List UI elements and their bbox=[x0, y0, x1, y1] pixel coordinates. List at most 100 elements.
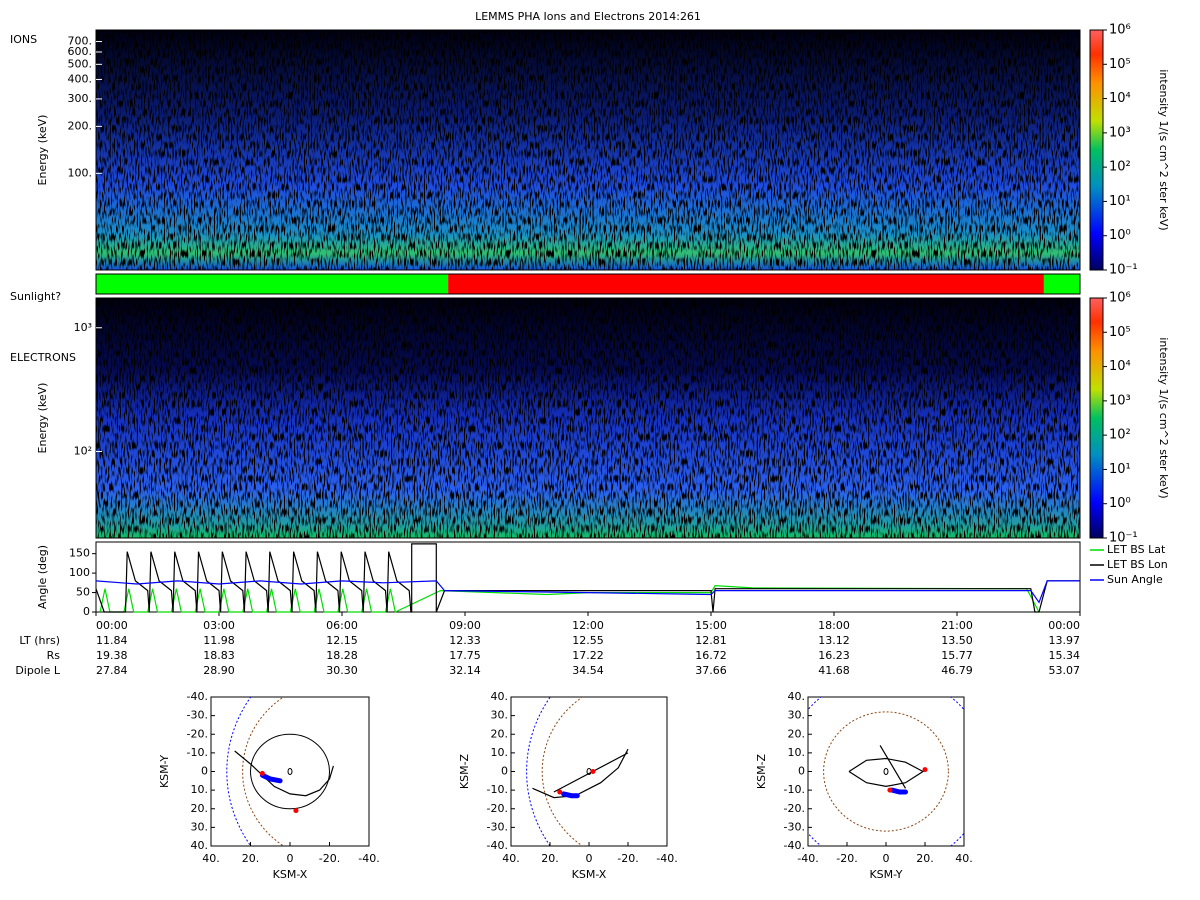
y-tick-label: 700. bbox=[68, 35, 93, 48]
x-tick-label: 0 bbox=[883, 852, 890, 865]
y-tick-label: 100 bbox=[69, 566, 90, 579]
y-tick-label: 0 bbox=[83, 605, 90, 618]
x-axis-label: KSM-X bbox=[273, 868, 308, 881]
orbit-plot bbox=[808, 697, 964, 846]
x-tick-label: -40. bbox=[656, 852, 677, 865]
y-axis-label: KSM-Z bbox=[755, 753, 768, 789]
plot-area: LEMMS PHA Ions and Electrons 2014:261 ION… bbox=[10, 10, 1170, 881]
boundary bbox=[226, 697, 252, 846]
y-tick-label: 40. bbox=[788, 690, 806, 703]
ephemeris-value: 46.79 bbox=[941, 664, 973, 677]
y-tick-label: -10. bbox=[187, 746, 208, 759]
panel-label: Sunlight? bbox=[10, 290, 61, 303]
colorbar-tick-label: 10¹ bbox=[1109, 194, 1131, 209]
ephemeris-value: 16.72 bbox=[695, 649, 727, 662]
y-tick-label: 10. bbox=[491, 746, 509, 759]
colorbar-tick-label: 10⁻¹ bbox=[1109, 531, 1138, 546]
spectrogram-noise bbox=[96, 298, 1080, 538]
y-tick-label: 100. bbox=[68, 166, 93, 179]
position-marker bbox=[590, 769, 596, 774]
y-axis-label: Energy (keV) bbox=[36, 115, 49, 186]
ephemeris-value: 34.54 bbox=[572, 664, 604, 677]
colorbar-tick-label: 10¹ bbox=[1109, 462, 1131, 477]
trajectory-highlight bbox=[259, 772, 283, 784]
x-tick-label: 06:00 bbox=[326, 619, 358, 632]
ephemeris-value: 53.07 bbox=[1049, 664, 1081, 677]
x-tick-label: 18:00 bbox=[818, 619, 850, 632]
y-tick-label: -30. bbox=[187, 709, 208, 722]
y-tick-label: -40. bbox=[784, 839, 805, 852]
y-tick-label: -20. bbox=[784, 802, 805, 815]
position-marker bbox=[887, 787, 893, 793]
ephemeris-value: 18.83 bbox=[203, 649, 235, 662]
y-tick-label: 10³ bbox=[74, 321, 92, 334]
ephemeris-value: 12.15 bbox=[326, 634, 358, 647]
position-marker bbox=[922, 767, 928, 773]
trajectory bbox=[234, 750, 334, 797]
y-tick-label: 200. bbox=[68, 119, 93, 132]
y-tick-label: -20. bbox=[187, 727, 208, 740]
y-axis-label: Angle (deg) bbox=[36, 545, 49, 609]
x-tick-label: -40. bbox=[358, 852, 379, 865]
x-tick-label: -20. bbox=[319, 852, 340, 865]
colorbar-tick-label: 10⁴ bbox=[1109, 359, 1131, 374]
colorbar-tick-label: 10³ bbox=[1109, 393, 1131, 408]
ephemeris-value: 18.28 bbox=[326, 649, 358, 662]
ephemeris-label: Dipole L bbox=[15, 664, 61, 677]
boundary bbox=[541, 697, 584, 846]
frame bbox=[807, 696, 965, 847]
colorbar-tick-label: 10⁵ bbox=[1109, 325, 1131, 340]
legend-label: LET BS Lon bbox=[1107, 558, 1168, 571]
y-tick-label: 500. bbox=[68, 57, 93, 70]
y-tick-label: 20. bbox=[191, 802, 209, 815]
x-axis-label: KSM-Y bbox=[869, 868, 902, 881]
ephemeris-value: 28.90 bbox=[203, 664, 235, 677]
colorbar-tick-label: 10⁰ bbox=[1109, 496, 1131, 511]
x-tick-label: 00:00 bbox=[1048, 619, 1080, 632]
y-tick-label: 10² bbox=[74, 445, 92, 458]
ephemeris-value: 32.14 bbox=[449, 664, 481, 677]
colorbar-tick-label: 10³ bbox=[1109, 125, 1131, 140]
y-tick-label: 10. bbox=[191, 783, 209, 796]
panel-label: ELECTRONS bbox=[10, 351, 76, 364]
trajectory-highlight bbox=[889, 787, 908, 795]
colorbar-tick-label: 10⁻¹ bbox=[1109, 263, 1138, 278]
x-tick-label: 21:00 bbox=[941, 619, 973, 632]
y-tick-label: 20. bbox=[788, 727, 806, 740]
legend-label: Sun Angle bbox=[1107, 573, 1163, 586]
y-tick-label: 30. bbox=[491, 709, 509, 722]
sunlight-segment bbox=[96, 274, 449, 294]
ephemeris-value: 19.38 bbox=[96, 649, 128, 662]
colorbar-label: intensity 1/(s cm^2 ster keV) bbox=[1157, 337, 1170, 498]
x-axis-label: KSM-X bbox=[572, 868, 607, 881]
y-axis-label: KSM-Y bbox=[158, 755, 171, 788]
panel-label: IONS bbox=[10, 33, 37, 46]
y-tick-label: 30. bbox=[191, 820, 209, 833]
position-marker bbox=[293, 808, 299, 814]
x-tick-label: 20. bbox=[916, 852, 934, 865]
frame bbox=[95, 297, 1081, 539]
x-tick-label: 00:00 bbox=[96, 619, 128, 632]
orbit-plot bbox=[226, 697, 334, 846]
ephemeris-value: 13.50 bbox=[941, 634, 973, 647]
frame bbox=[210, 696, 370, 847]
y-tick-label: -10. bbox=[487, 783, 508, 796]
y-tick-label: -10. bbox=[784, 783, 805, 796]
y-tick-label: -30. bbox=[487, 820, 508, 833]
spectrogram-noise bbox=[96, 30, 1080, 270]
frame bbox=[95, 273, 1081, 295]
legend-label: LET BS Lat bbox=[1107, 543, 1166, 556]
ephemeris-value: 15.77 bbox=[941, 649, 973, 662]
frame bbox=[95, 541, 1081, 613]
y-tick-label: 300. bbox=[68, 92, 93, 105]
y-tick-label: 600. bbox=[68, 45, 93, 58]
y-tick-label: 30. bbox=[788, 709, 806, 722]
planet bbox=[883, 768, 889, 775]
y-tick-label: 0 bbox=[501, 765, 508, 778]
x-tick-label: 40. bbox=[202, 852, 220, 865]
ephemeris-value: 37.66 bbox=[695, 664, 727, 677]
ephemeris-value: 12.81 bbox=[695, 634, 727, 647]
y-tick-label: -30. bbox=[784, 820, 805, 833]
series-line bbox=[95, 543, 1080, 613]
position-marker bbox=[557, 789, 563, 795]
